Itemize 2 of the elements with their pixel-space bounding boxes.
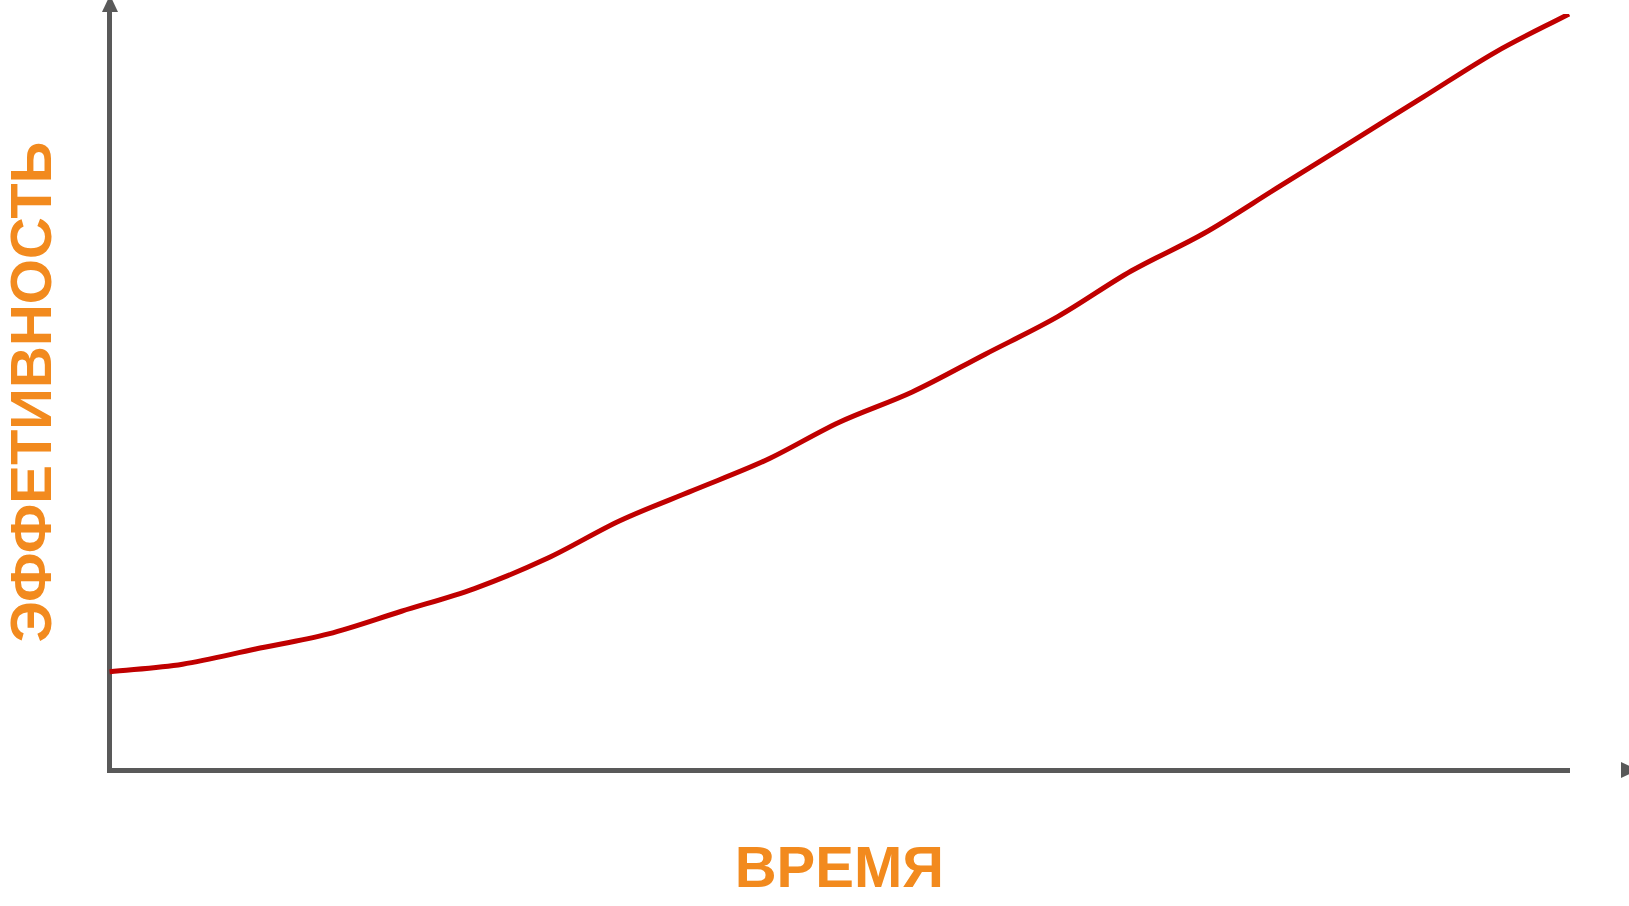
y-axis-title: ЭФФЕТИВНОСТЬ	[0, 141, 63, 643]
x-axis-title: ВРЕМЯ	[734, 834, 944, 900]
